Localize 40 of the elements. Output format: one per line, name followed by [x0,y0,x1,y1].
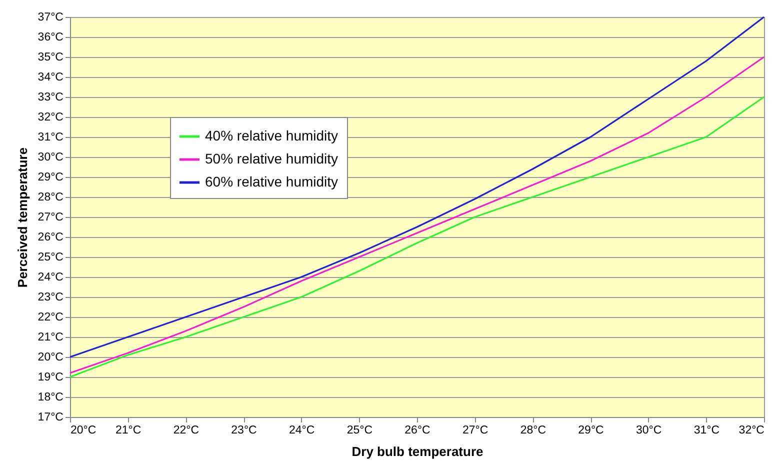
x-tick-label: 26°C [404,424,430,436]
y-tick-label: 21°C [38,332,64,344]
y-tick-label: 25°C [38,252,64,264]
y-tick-label: 20°C [38,352,64,364]
x-tick-label: 23°C [231,424,257,436]
legend-label: 60% relative humidity [205,174,338,190]
y-axis-title: Perceived temperature [14,147,30,288]
x-tick-label: 27°C [462,424,488,436]
y-tick-label: 23°C [38,292,64,304]
y-tick-label: 28°C [38,192,64,204]
y-tick-label: 29°C [38,172,64,184]
y-tick-label: 36°C [38,32,64,44]
legend-label: 40% relative humidity [205,128,338,144]
y-tick-label: 19°C [38,372,64,384]
y-tick-label: 34°C [38,72,64,84]
x-tick-label: 25°C [346,424,373,436]
y-tick-label: 27°C [38,212,64,224]
x-axis-title: Dry bulb temperature [352,444,484,459]
y-tick-label: 24°C [38,272,64,284]
x-tick-label: 21°C [115,424,142,436]
x-tick-label: 32°C [738,424,764,436]
line-series [69,16,765,358]
x-tick-label: 22°C [173,424,200,436]
y-tick-label: 18°C [38,392,64,404]
y-tick-label: 31°C [38,132,64,144]
y-tick-label: 37°C [38,12,64,24]
y-tick-label: 30°C [38,152,64,164]
x-tick-label: 30°C [636,424,662,436]
y-tick-label: 22°C [38,312,64,324]
x-tick-label: 28°C [520,424,546,436]
y-tick-label: 26°C [38,232,64,244]
y-tick-label: 17°C [38,412,64,424]
legend-label: 50% relative humidity [205,150,338,166]
y-tick-label: 33°C [38,92,64,104]
x-tick-label: 31°C [694,424,720,436]
x-tick-label: 24°C [288,424,315,436]
y-tick-label: 35°C [38,52,64,64]
y-tick-label: 32°C [38,112,64,124]
x-tick-label: 29°C [578,424,604,436]
x-tick-label: 20°C [70,424,96,436]
